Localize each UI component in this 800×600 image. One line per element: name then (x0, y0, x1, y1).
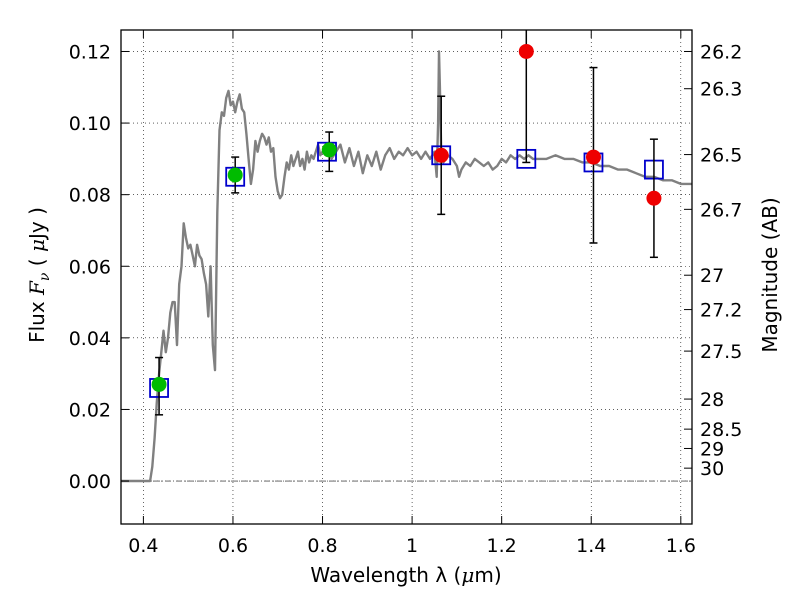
y-tick-label: 0.12 (69, 41, 111, 63)
x-tick-label: 1 (406, 535, 418, 557)
x-tick-label: 0.8 (307, 535, 337, 557)
magnitude-tick-label: 26.7 (700, 199, 742, 221)
magnitude-tick-label: 29 (700, 438, 724, 460)
magnitude-tick-label: 26.3 (700, 79, 742, 101)
observed-point (585, 149, 601, 165)
observed-point (321, 142, 337, 158)
observed-point (518, 43, 534, 59)
x-tick-label: 1.2 (487, 535, 517, 557)
magnitude-tick-label: 28 (700, 389, 724, 411)
observed-point (151, 376, 167, 392)
data-markers (149, 30, 664, 416)
magnitude-tick-label: 26.2 (700, 41, 742, 63)
y-tick-label: 0.00 (69, 471, 111, 493)
y-tick-label: 0.04 (69, 328, 111, 350)
axis-ticks: 0.4 0.6 0.8 1 1.2 1.4 1.6 0.00 0.02 0.04 0.06 0.08 0… (69, 30, 742, 557)
y-axis-label-right: Magnitude (AB) (758, 197, 782, 352)
x-tick-label: 0.4 (128, 535, 158, 557)
observed-point (433, 147, 449, 163)
x-tick-label: 1.6 (666, 535, 696, 557)
y-tick-label: 0.10 (69, 113, 111, 135)
magnitude-tick-label: 30 (700, 458, 724, 480)
y-tick-label: 0.02 (69, 399, 111, 421)
y-tick-label: 0.06 (69, 256, 111, 278)
spectrum-line (121, 50, 692, 483)
magnitude-tick-label: 27.5 (700, 341, 742, 363)
magnitude-tick-label: 27 (700, 265, 724, 287)
y-axis-label-left: Flux Fν ( μJy ) (25, 207, 53, 343)
x-tick-label: 1.4 (576, 535, 606, 557)
observed-point (646, 190, 662, 206)
plot-frame (120, 29, 693, 525)
observed-point (227, 167, 243, 183)
magnitude-tick-label: 26.5 (700, 145, 742, 167)
model-spectrum (121, 50, 692, 483)
y-tick-label: 0.08 (69, 185, 111, 207)
x-axis-label: Wavelength λ (μm) (310, 563, 501, 587)
grid-lines (121, 30, 692, 524)
x-tick-label: 0.6 (218, 535, 248, 557)
magnitude-tick-label: 27.2 (700, 300, 742, 322)
magnitude-tick-label: 28.5 (700, 419, 742, 441)
